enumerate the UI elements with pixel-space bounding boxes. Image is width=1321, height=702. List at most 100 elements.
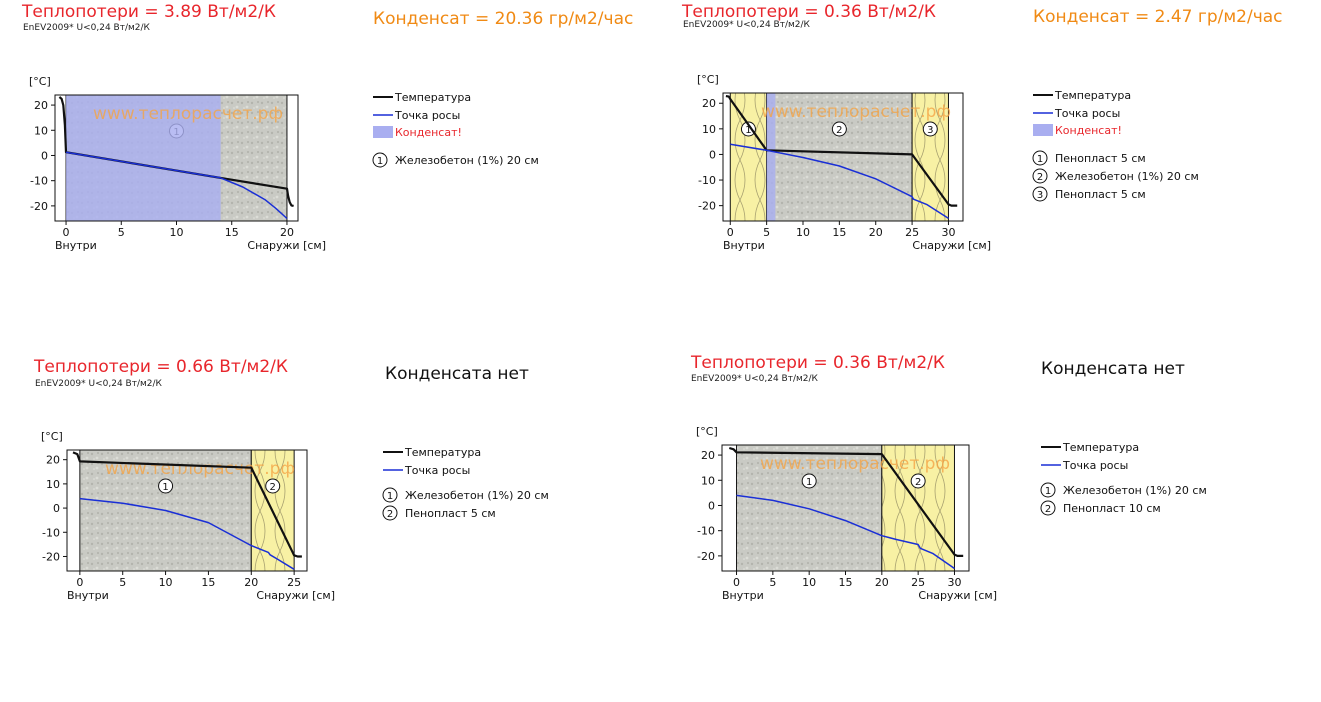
wall-layer-concrete [766,93,913,221]
condensate-status: Конденсата нет [385,364,529,384]
temperature-chart-1: 1 www.теплорасчет.рф 20 10 0 -10 -20 0 5 10 15 20 [°… [29,75,539,252]
temperature-chart-2: 1 2 3 www.теплорасчет.рф 20 10 0 -10 -20 0 5 10 15 20… [697,73,1199,252]
watermark: www.теплорасчет.рф [105,459,295,479]
legend-layer-number: 1 [1037,154,1043,165]
legend-layer-label: Железобетон (1%) 20 см [405,489,549,502]
wall-layer-foam [730,93,767,221]
legend-layer-number: 3 [1037,190,1043,201]
x-outside-label: Снаружи [см] [247,239,326,252]
y-tick-label: 10 [46,478,60,491]
y-tick-label: -10 [698,174,716,187]
x-inside-label: Внутри [67,589,109,602]
x-outside-label: Снаружи [см] [912,239,991,252]
legend-dew-label: Точка росы [1054,107,1120,120]
y-tick-label: 0 [708,499,715,512]
y-tick-label: 10 [701,474,715,487]
y-axis-label: [°C] [29,75,51,88]
watermark: www.теплорасчет.рф [761,102,951,122]
x-tick-label: 20 [875,576,889,589]
layer-number-marker [922,121,938,137]
series-group [725,95,958,220]
legend-layer-number: 1 [1045,486,1051,497]
plot-frame [66,449,308,572]
x-outside-label: Снаружи [см] [256,589,335,602]
x-outside-label: Снаружи [см] [918,589,997,602]
legend-layer-number: 1 [377,156,383,167]
layer-number: 2 [836,125,842,136]
x-tick-label: 15 [839,576,853,589]
layer-number: 2 [270,482,276,493]
x-tick-label: 15 [201,576,215,589]
x-tick-label: 10 [796,226,810,239]
legend-layer-number: 2 [1037,172,1043,183]
legend-layer-label: Железобетон (1%) 20 см [395,154,539,167]
plot-frame [722,92,964,222]
chart-panel-2: Теплопотери = 0.36 Вт/м2/К EnEV2009* U<0… [660,0,1320,351]
chart-panel-1: Теплопотери = 3.89 Вт/м2/К EnEV2009* U<0… [0,0,660,351]
legend-layer-label: Пенопласт 5 см [405,507,496,520]
y-tick-label: 0 [41,149,48,162]
y-tick-label: -20 [42,550,60,563]
x-inside-label: Внутри [723,239,765,252]
y-tick-label: -20 [698,200,716,213]
legend-condensate-label: Конденсат! [395,126,462,139]
legend-condensate-swatch [373,126,393,138]
legend-layer-number: 2 [1045,504,1051,515]
x-tick-label: 10 [170,226,184,239]
y-tick-label: -20 [30,200,48,213]
layer-number: 1 [806,477,812,488]
y-tick-label: 10 [702,123,716,136]
x-tick-label: 25 [911,576,925,589]
condensate-status: Конденсат = 20.36 гр/м2/час [373,9,634,29]
legend-layer-number: 1 [387,491,393,502]
y-tick-label: 0 [709,148,716,161]
heat-loss-title: Теплопотери = 0.36 Вт/м2/К [682,2,936,22]
layer-number: 1 [162,482,168,493]
legend-condensate-swatch [1033,124,1053,136]
x-tick-label: 15 [225,226,239,239]
temperature-line [728,446,964,557]
watermark: www.теплорасчет.рф [93,104,283,124]
legend-layer-label: Пенопласт 5 см [1055,188,1146,201]
layer-number: 2 [915,477,921,488]
layer-number: 1 [745,125,751,136]
norm-note: EnEV2009* U<0,24 Вт/м2/К [23,23,150,33]
y-axis-label: [°C] [697,73,719,86]
legend-layer-marker [372,152,388,168]
layer-number-marker [740,121,756,137]
x-tick-label: 20 [244,576,258,589]
temperature-line [72,451,302,558]
x-tick-label: 20 [280,226,294,239]
x-tick-label: 5 [763,226,770,239]
layer-number-marker [801,473,817,489]
chart-panel-4: Теплопотери = 0.36 Вт/м2/К EnEV2009* U<0… [660,351,1320,702]
x-tick-label: 5 [769,576,776,589]
dew-point-line [79,497,295,570]
x-tick-label: 30 [947,576,961,589]
y-tick-label: -10 [697,525,715,538]
x-tick-label: 30 [941,226,955,239]
x-tick-label: 10 [159,576,173,589]
layer-number-marker [831,121,847,137]
watermark: www.теплорасчет.рф [760,454,950,474]
x-tick-label: 25 [905,226,919,239]
dew-point-line [65,151,288,220]
x-tick-label: 20 [869,226,883,239]
y-tick-label: -10 [30,175,48,188]
layer-number: 3 [927,125,933,136]
wall-layer-concrete [736,445,882,571]
y-axis-label: [°C] [41,430,63,443]
legend-temp-label: Температура [1054,89,1131,102]
y-tick-label: 20 [701,449,715,462]
series-group [728,446,964,570]
legend-condensate-label: Конденсат! [1055,124,1122,137]
condensate-status: Конденсат = 2.47 гр/м2/час [1033,7,1283,27]
legend-layer-label: Пенопласт 5 см [1055,152,1146,165]
layer-number-marker [910,473,926,489]
legend-layer-label: Железобетон (1%) 20 см [1063,484,1207,497]
legend-temp-label: Температура [1062,441,1139,454]
condensate-zone [766,93,776,221]
x-inside-label: Внутри [722,589,764,602]
series-group [58,96,294,220]
chart-panel-3: Теплопотери = 0.66 Вт/м2/К EnEV2009* U<0… [0,351,660,702]
